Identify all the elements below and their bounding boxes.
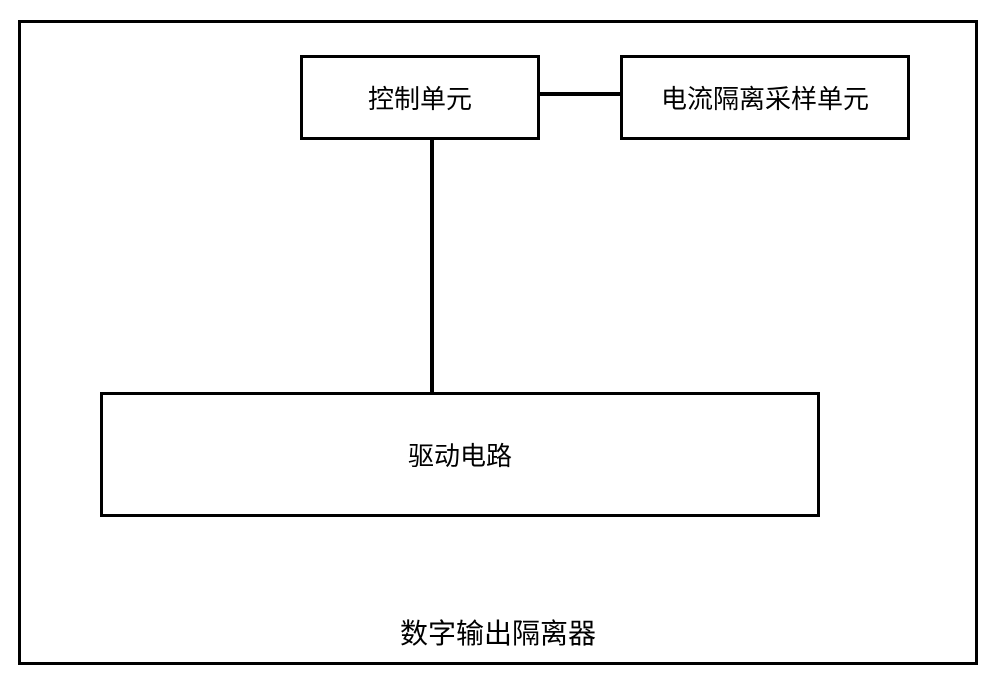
current-isolation-sampling-unit-block: 电流隔离采样单元 [620,55,910,140]
drive-circuit-label: 驱动电路 [408,436,512,473]
edge-control-to-drive [430,140,434,392]
current-isolation-sampling-unit-label: 电流隔离采样单元 [661,79,869,116]
drive-circuit-block: 驱动电路 [100,392,820,517]
edge-control-to-sampling [540,92,620,96]
control-unit-label: 控制单元 [368,79,472,116]
outer-container-label: 数字输出隔离器 [400,612,596,652]
control-unit-block: 控制单元 [300,55,540,140]
